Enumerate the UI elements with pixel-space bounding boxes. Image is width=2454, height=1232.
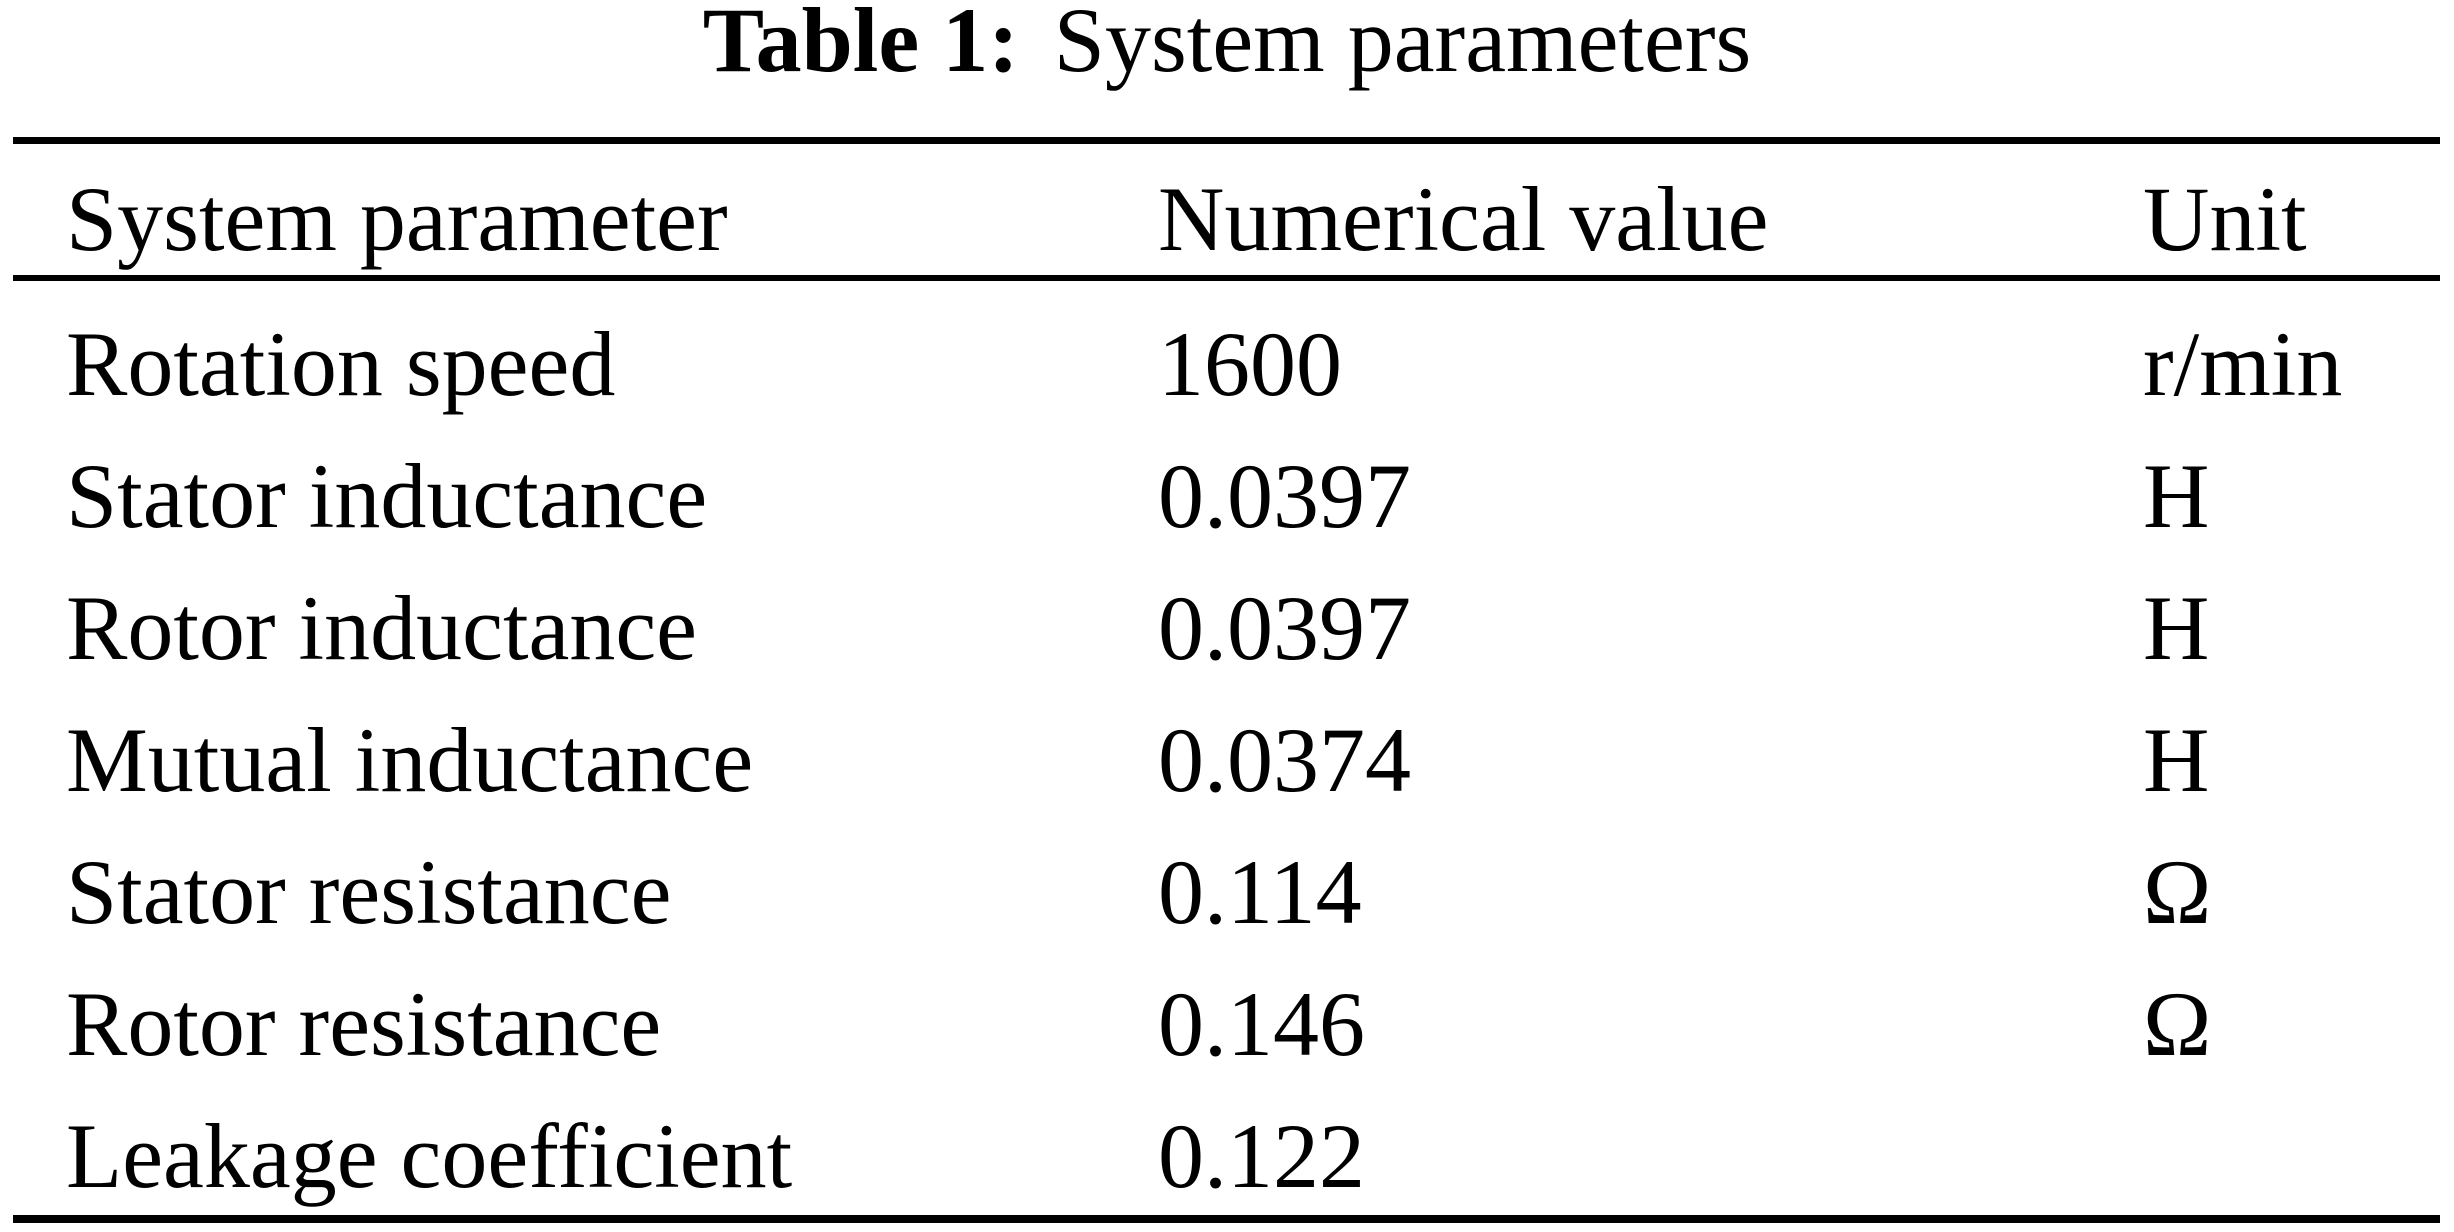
cell-parameter: Leakage coefficient — [66, 1105, 793, 1207]
table-caption-label: Table 1: — [702, 0, 1019, 91]
table-row: Rotor resistance 0.146 Ω — [0, 978, 2454, 1070]
table-header-row: System parameter Numerical value Unit — [0, 173, 2454, 265]
cell-parameter: Stator inductance — [66, 445, 708, 547]
table-bottom-rule — [13, 1215, 2440, 1223]
cell-parameter: Stator resistance — [66, 841, 672, 943]
cell-unit: H — [2143, 709, 2210, 811]
cell-parameter: Rotor resistance — [66, 973, 662, 1075]
table-header-rule — [13, 275, 2440, 281]
cell-parameter: Rotor inductance — [66, 577, 698, 679]
cell-value: 0.0397 — [1158, 577, 1411, 679]
table-row: Leakage coefficient 0.122 — [0, 1110, 2454, 1202]
table-row: Stator resistance 0.114 Ω — [0, 846, 2454, 938]
column-header-value: Numerical value — [1158, 168, 1769, 270]
cell-unit: r/min — [2143, 313, 2343, 415]
cell-value: 0.146 — [1158, 973, 1365, 1075]
cell-value: 0.0374 — [1158, 709, 1411, 811]
column-header-parameter: System parameter — [66, 168, 728, 270]
table-caption: Table 1: System parameters — [0, 0, 2454, 86]
cell-unit: H — [2143, 445, 2210, 547]
cell-parameter: Rotation speed — [66, 313, 616, 415]
column-header-unit: Unit — [2143, 168, 2307, 270]
table-row: Rotor inductance 0.0397 H — [0, 582, 2454, 674]
table-top-rule — [13, 137, 2440, 144]
table-row: Rotation speed 1600 r/min — [0, 318, 2454, 410]
table-row: Stator inductance 0.0397 H — [0, 450, 2454, 542]
cell-value: 0.114 — [1158, 841, 1362, 943]
cell-value: 1600 — [1158, 313, 1342, 415]
cell-unit: Ω — [2143, 841, 2212, 943]
cell-unit: Ω — [2143, 973, 2212, 1075]
table-caption-title: System parameters — [1053, 0, 1752, 91]
cell-unit: H — [2143, 577, 2210, 679]
cell-value: 0.0397 — [1158, 445, 1411, 547]
cell-value: 0.122 — [1158, 1105, 1365, 1207]
cell-parameter: Mutual inductance — [66, 709, 754, 811]
table-row: Mutual inductance 0.0374 H — [0, 714, 2454, 806]
